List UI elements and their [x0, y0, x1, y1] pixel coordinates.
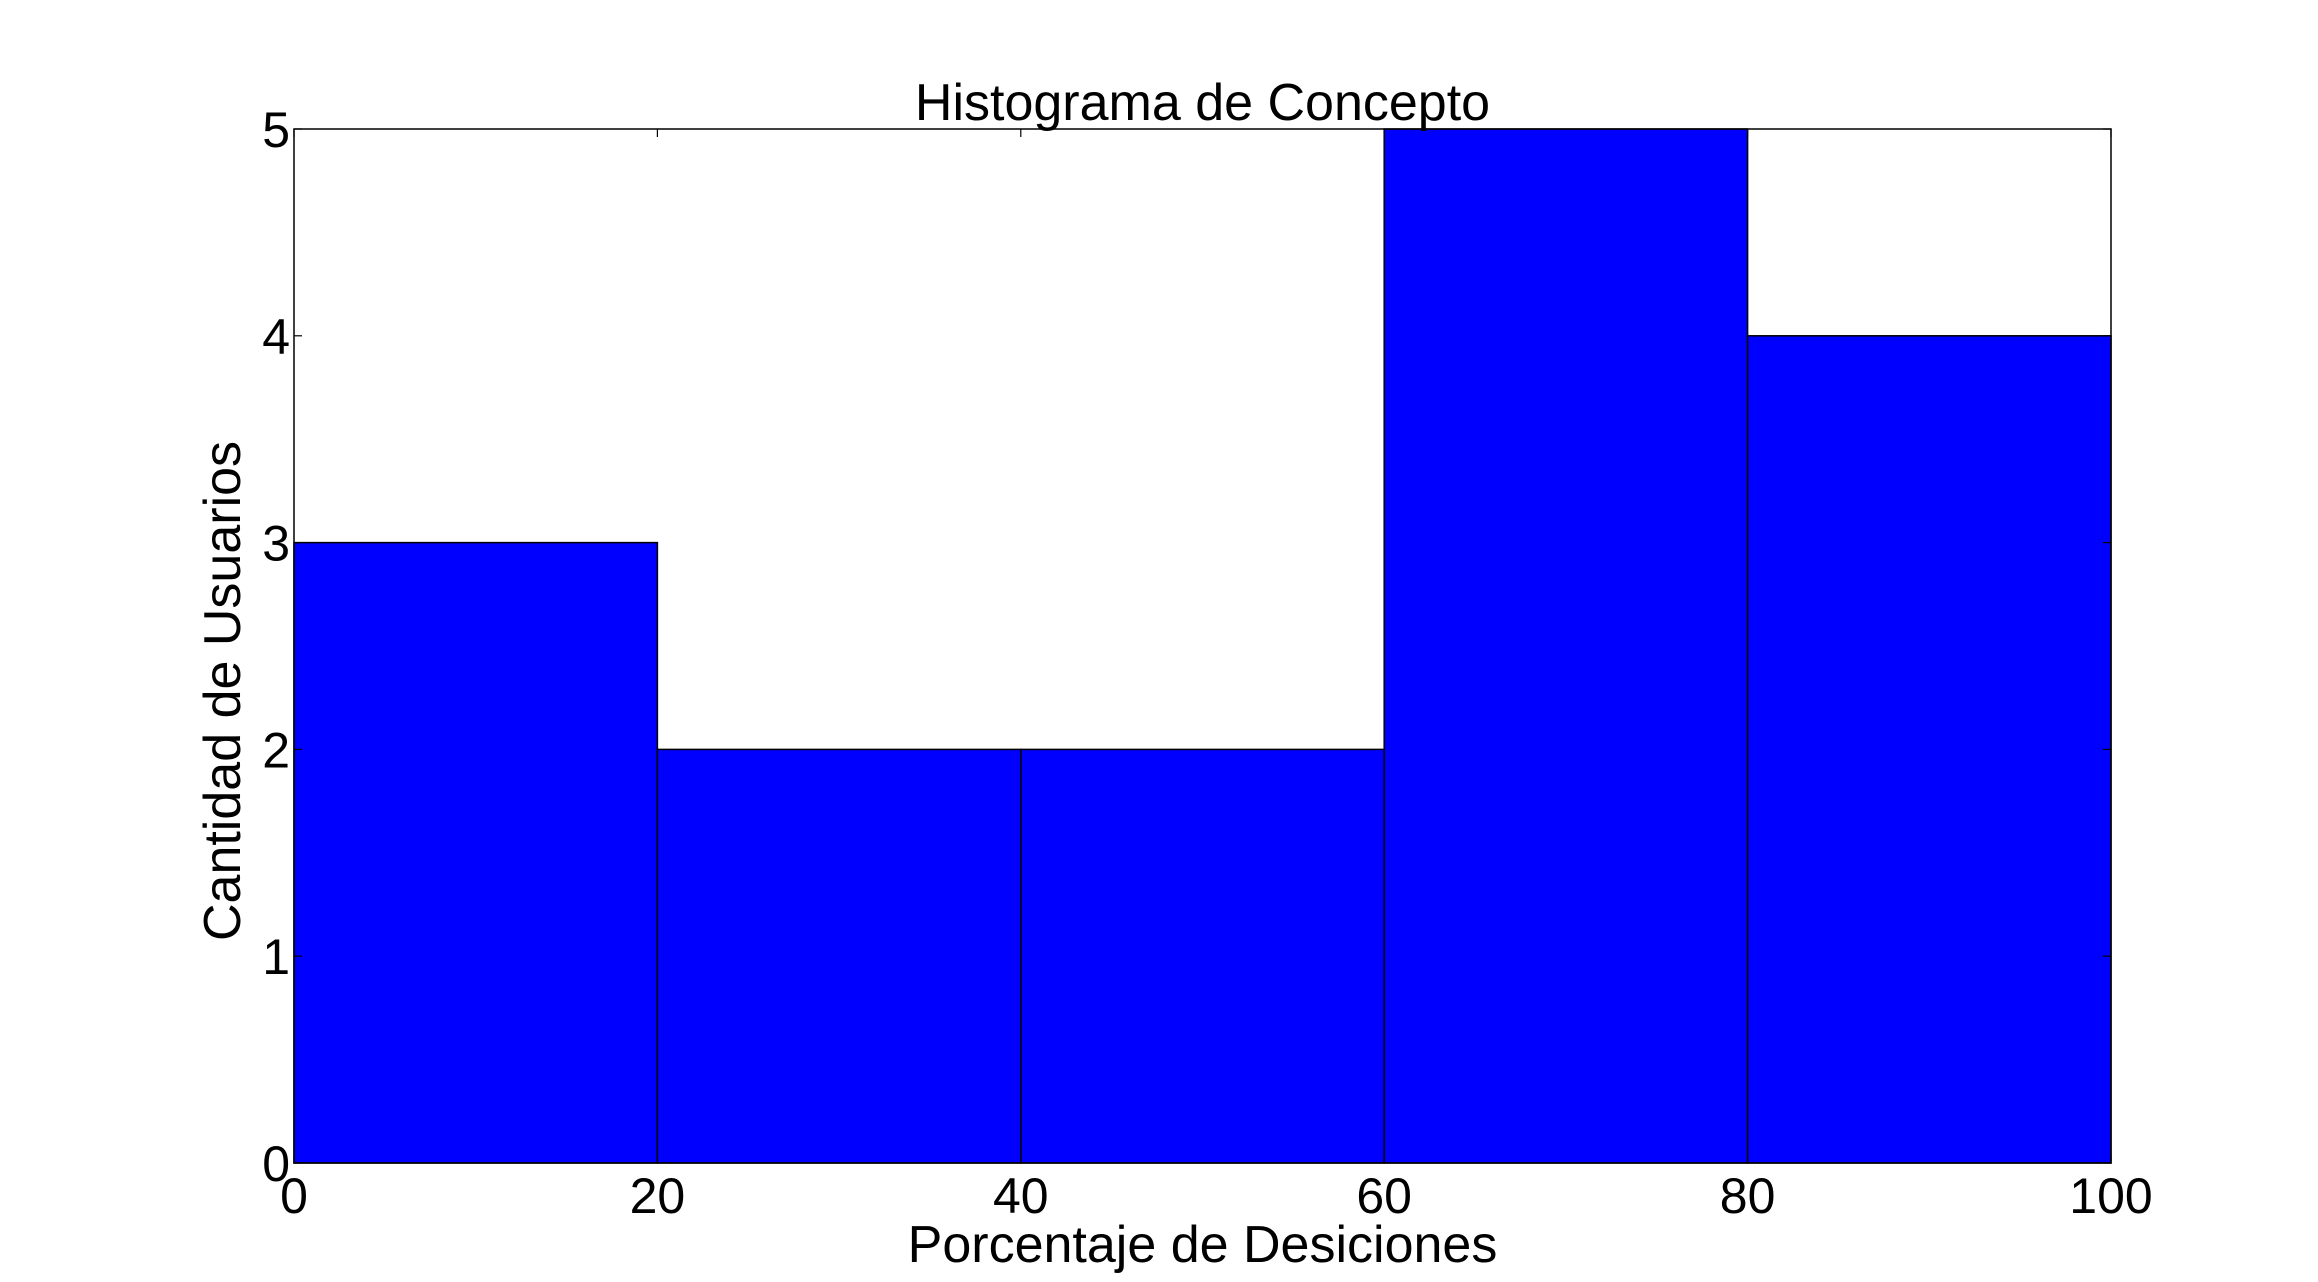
y-tick-label-1: 1	[262, 929, 290, 985]
y-tick-label-3: 3	[262, 516, 290, 572]
x-tick-label-5: 100	[2069, 1168, 2152, 1224]
histogram-bar-3	[1383, 128, 1749, 1164]
y-axis-label: Cantidad de Usuarios	[194, 441, 252, 941]
histogram-bar-4	[1746, 335, 2112, 1164]
plot-frame	[293, 128, 2112, 1164]
x-tick-label-1: 20	[630, 1168, 686, 1224]
x-tick-label-4: 80	[1720, 1168, 1776, 1224]
chart-title: Histograma de Concepto	[915, 74, 1490, 132]
histogram-bar-0	[293, 541, 659, 1164]
histogram-bar-2	[1020, 748, 1385, 1164]
y-tick-label-5: 5	[262, 102, 290, 158]
x-axis-label: Porcentaje de Desiciones	[908, 1216, 1498, 1274]
x-tick-label-0: 0	[280, 1168, 308, 1224]
histogram-bar-1	[656, 748, 1022, 1164]
y-tick-label-4: 4	[262, 309, 290, 365]
y-tick-label-2: 2	[262, 722, 290, 778]
x-tick-label-2: 40	[993, 1168, 1049, 1224]
x-tick-label-3: 60	[1356, 1168, 1412, 1224]
y-tick-label-0: 0	[262, 1136, 290, 1192]
